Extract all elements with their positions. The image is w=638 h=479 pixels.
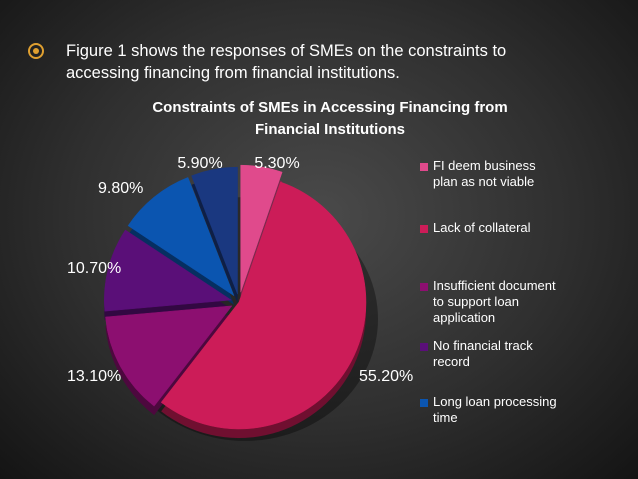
pie-slice-2: [105, 305, 233, 407]
pie-slice-4: [127, 177, 235, 297]
pie-value-label-0: 5.30%: [254, 155, 299, 172]
legend-label-line: Insufficient document: [433, 278, 556, 293]
legend-item-3: No financial track record: [420, 338, 600, 370]
legend-swatch-2: [420, 283, 428, 291]
legend-label-0: FI deem business plan as not viable: [433, 158, 536, 190]
legend-label-line: Long loan processing: [433, 394, 557, 409]
legend-label-3: No financial track record: [433, 338, 533, 370]
bullet-text-line2: accessing financing from financial insti…: [66, 64, 400, 82]
chart-title-line1: Constraints of SMEs in Accessing Financi…: [152, 99, 508, 116]
pie-value-label-4: 9.80%: [98, 180, 143, 197]
legend-item-1: Lack of collateral: [420, 220, 600, 236]
legend-label-2: Insufficient document to support loan appl…: [433, 278, 556, 326]
legend-item-0: FI deem business plan as not viable: [420, 158, 600, 190]
legend-label-line: time: [433, 410, 458, 425]
circle-target-icon: [28, 43, 44, 59]
legend-swatch-1: [420, 225, 428, 233]
legend-label-4: Long loan processing time: [433, 394, 557, 426]
legend-label-line: Lack of collateral: [433, 220, 531, 235]
pie-slice-0: [240, 164, 283, 293]
pie-value-label-1: 55.20%: [359, 368, 413, 385]
legend-label-line: plan as not viable: [433, 174, 535, 189]
legend-label-line: FI deem business: [433, 158, 536, 173]
legend-item-2: Insufficient document to support loan appl…: [420, 278, 600, 326]
pie-slice-1: [160, 181, 367, 430]
bullet-point: Figure 1 shows the responses of SMEs on …: [26, 40, 616, 84]
pie-value-label-3: 10.70%: [67, 260, 121, 277]
legend-label-line: to support loan: [433, 294, 520, 309]
pie-slice-5: [191, 166, 238, 295]
legend-label-1: Lack of collateral: [433, 220, 531, 236]
legend-swatch-0: [420, 163, 428, 171]
pie-value-label-5: 5.90%: [177, 155, 222, 172]
legend-item-4: Long loan processing time: [420, 394, 600, 426]
chart-title-line2: Financial Institutions: [254, 121, 405, 138]
legend-label-line: No financial track: [433, 338, 533, 353]
bullet-text: Figure 1 shows the responses of SMEs on …: [66, 40, 506, 84]
pie-value-label-2: 13.10%: [67, 368, 121, 385]
legend-swatch-4: [420, 399, 428, 407]
legend-swatch-3: [420, 343, 428, 351]
chart-title: Constraints of SMEs in Accessing Financi…: [110, 97, 550, 141]
bullet-text-line1: Figure 1 shows the responses of SMEs on …: [66, 42, 507, 60]
legend-label-line: record: [433, 354, 470, 369]
pie-slice-3: [104, 229, 232, 312]
legend-label-line: application: [433, 310, 496, 325]
